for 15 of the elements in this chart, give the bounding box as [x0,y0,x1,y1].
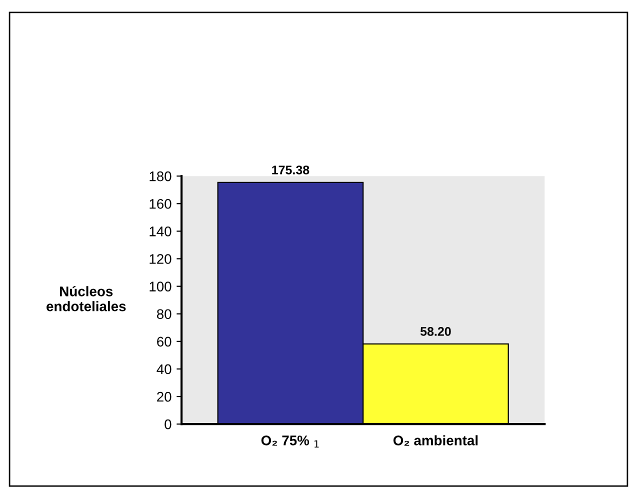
y-tick-label: 180 [150,171,172,182]
data-label: 58.20 [420,327,451,336]
y-tick-label: 160 [150,198,172,209]
x-tick-label: O₂ ambiental [393,435,478,446]
y-tick-label: 40 [156,364,172,374]
y-tick-label: 120 [150,254,172,264]
y-tick-label: 60 [157,336,172,347]
y-tick-label: 100 [150,282,172,292]
y-tick-label: 140 [150,226,172,236]
y-tick-label: 20 [157,392,172,402]
y-tick-label: 80 [156,309,172,320]
data-label: 175.38 [272,166,310,174]
y-tick-label: 0 [164,419,172,430]
x-tick-label: O₂ 75% $_{1}$ [261,436,319,448]
y-axis-title: Núcleos endoteliales [46,286,126,312]
